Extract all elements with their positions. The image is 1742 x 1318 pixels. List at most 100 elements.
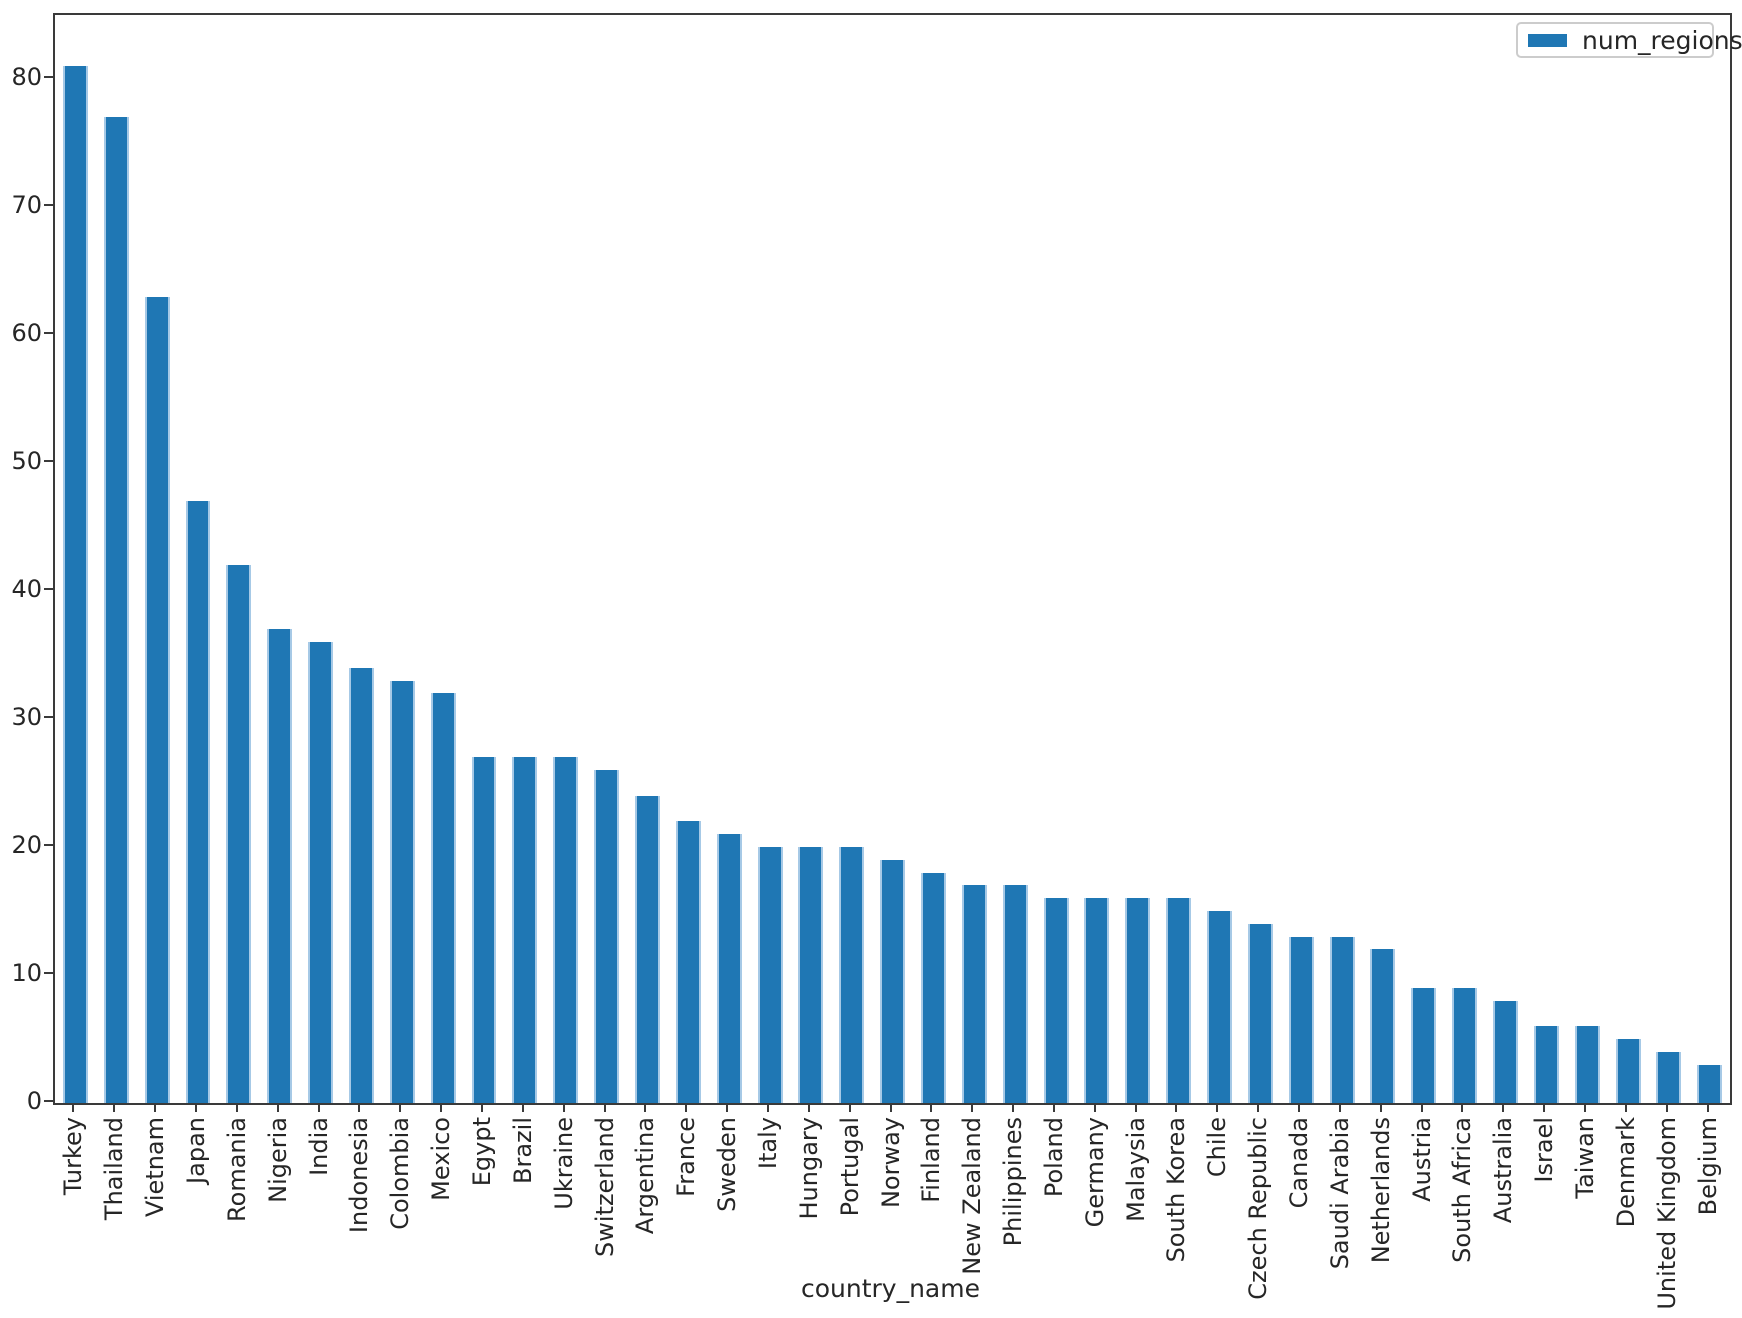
x-tick-mark <box>276 1103 279 1112</box>
bar-finland <box>921 872 946 1103</box>
bar-ukraine <box>553 757 579 1103</box>
bar-india <box>308 642 334 1103</box>
bar-italy <box>757 847 783 1103</box>
bar-slot-czech-republic <box>1240 15 1281 1103</box>
y-tick-mark <box>44 1100 53 1102</box>
x-tick-label-malaysia: Malaysia <box>1121 1117 1150 1222</box>
x-tick-mark <box>685 1103 688 1112</box>
bar-denmark <box>1615 1039 1641 1103</box>
x-tick-label-austria: Austria <box>1407 1117 1436 1202</box>
bar-slot-thailand <box>96 15 137 1103</box>
bar-slot-india <box>300 15 341 1103</box>
x-tick-mark <box>1461 1103 1464 1112</box>
bar-argentina <box>635 795 660 1103</box>
bar-israel <box>1533 1026 1559 1103</box>
x-tick-label-denmark: Denmark <box>1611 1117 1640 1228</box>
x-tick-label-ukraine: Ukraine <box>549 1117 578 1210</box>
y-tick-mark <box>44 204 53 206</box>
y-tick-mark <box>44 332 53 334</box>
bar-turkey <box>62 66 88 1103</box>
x-tick-mark <box>971 1103 974 1112</box>
bar-slot-poland <box>1036 15 1077 1103</box>
y-tick-label-20: 20 <box>11 831 42 859</box>
bar-slot-colombia <box>382 15 423 1103</box>
x-tick-mark <box>1379 1103 1382 1112</box>
x-tick-label-saudi-arabia: Saudi Arabia <box>1325 1117 1354 1270</box>
x-tick-mark <box>644 1103 647 1112</box>
x-tick-label-colombia: Colombia <box>386 1117 415 1230</box>
bar-germany <box>1084 898 1110 1103</box>
bar-slot-brazil <box>504 15 545 1103</box>
x-tick-mark <box>1624 1103 1627 1112</box>
bar-colombia <box>389 680 415 1103</box>
bar-austria <box>1411 987 1437 1103</box>
bar-slot-malaysia <box>1117 15 1158 1103</box>
y-tick-label-50: 50 <box>11 447 42 475</box>
bar-new-zealand <box>961 885 987 1103</box>
x-tick-mark <box>807 1103 810 1112</box>
legend-label: num_regions <box>1582 25 1742 55</box>
x-tick-mark <box>194 1103 197 1112</box>
bar-czech-republic <box>1247 923 1273 1103</box>
bar-slot-south-korea <box>1158 15 1199 1103</box>
bar-slot-sweden <box>709 15 750 1103</box>
bar-slot-portugal <box>831 15 872 1103</box>
x-tick-label-israel: Israel <box>1530 1117 1559 1183</box>
x-tick-mark <box>317 1103 320 1112</box>
y-tick-label-60: 60 <box>11 319 42 347</box>
bar-hungary <box>798 847 824 1103</box>
bar-nigeria <box>267 629 293 1103</box>
x-tick-mark <box>1175 1103 1178 1112</box>
x-tick-mark <box>1134 1103 1137 1112</box>
x-tick-label-south-korea: South Korea <box>1162 1117 1191 1263</box>
bar-slot-canada <box>1281 15 1322 1103</box>
bar-slot-belgium <box>1689 15 1730 1103</box>
bar-philippines <box>1002 885 1028 1103</box>
x-tick-mark <box>440 1103 443 1112</box>
x-tick-label-turkey: Turkey <box>59 1117 88 1196</box>
x-tick-label-finland: Finland <box>917 1117 946 1203</box>
bar-slot-saudi-arabia <box>1322 15 1363 1103</box>
y-tick-label-80: 80 <box>11 63 42 91</box>
x-tick-mark <box>726 1103 729 1112</box>
x-tick-mark <box>848 1103 851 1112</box>
bar-netherlands <box>1370 949 1396 1103</box>
bar-slot-ukraine <box>545 15 586 1103</box>
bars-container <box>55 15 1730 1103</box>
bar-switzerland <box>594 770 620 1103</box>
bar-united-kingdom <box>1656 1051 1682 1103</box>
bar-slot-germany <box>1076 15 1117 1103</box>
bar-thailand <box>103 117 129 1103</box>
bar-slot-new-zealand <box>954 15 995 1103</box>
y-tick-label-70: 70 <box>11 191 42 219</box>
bar-japan <box>185 501 211 1103</box>
bar-canada <box>1288 936 1314 1103</box>
x-tick-label-philippines: Philippines <box>999 1117 1028 1247</box>
plot-area <box>53 13 1732 1105</box>
y-tick-mark <box>44 716 53 718</box>
x-tick-label-australia: Australia <box>1489 1117 1518 1224</box>
bar-slot-italy <box>750 15 791 1103</box>
x-tick-label-japan: Japan <box>181 1117 210 1184</box>
bar-slot-turkey <box>55 15 96 1103</box>
x-tick-mark <box>72 1103 75 1112</box>
bar-slot-denmark <box>1608 15 1649 1103</box>
x-tick-label-switzerland: Switzerland <box>590 1117 619 1257</box>
x-tick-mark <box>930 1103 933 1112</box>
y-tick-mark <box>44 972 53 974</box>
x-tick-mark <box>113 1103 116 1112</box>
x-tick-mark <box>562 1103 565 1112</box>
bar-chile <box>1207 911 1232 1103</box>
x-tick-mark <box>1052 1103 1055 1112</box>
x-tick-mark <box>1502 1103 1505 1112</box>
bar-slot-south-africa <box>1444 15 1485 1103</box>
x-tick-label-belgium: Belgium <box>1693 1117 1722 1216</box>
x-tick-mark <box>154 1103 157 1112</box>
bar-slot-egypt <box>464 15 505 1103</box>
x-tick-mark <box>1257 1103 1260 1112</box>
bar-slot-netherlands <box>1363 15 1404 1103</box>
x-tick-mark <box>1543 1103 1546 1112</box>
x-tick-label-india: India <box>304 1117 333 1176</box>
bar-south-africa <box>1452 987 1478 1103</box>
